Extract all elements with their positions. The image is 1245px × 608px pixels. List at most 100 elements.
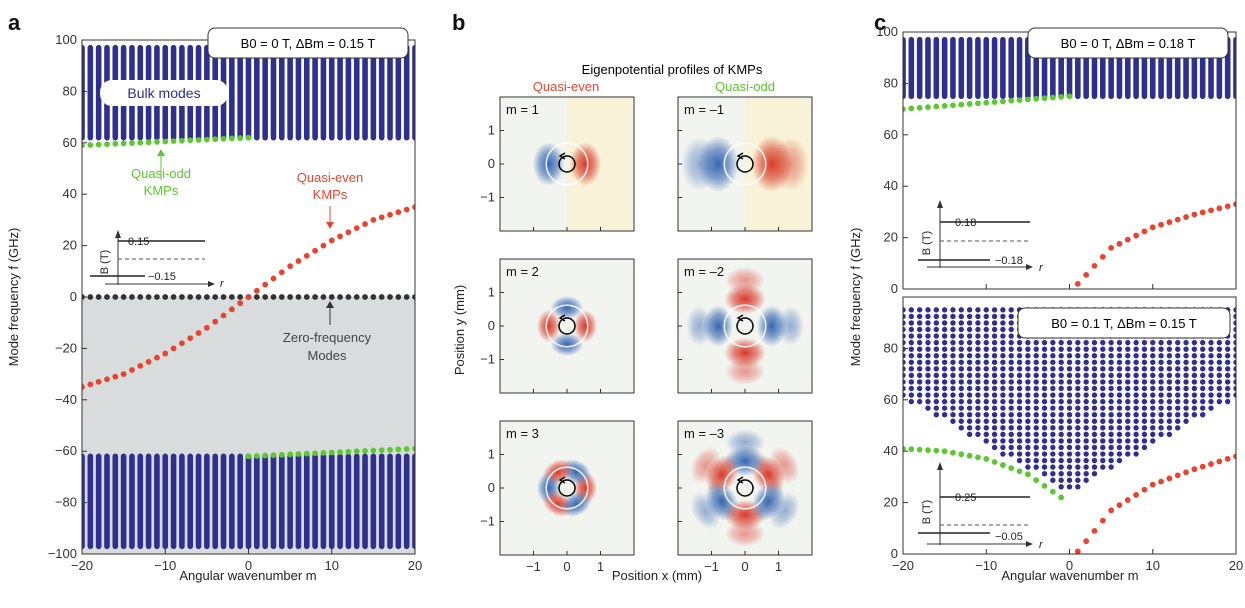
bulk-mode-point (925, 372, 931, 379)
inset-ct-hi: 0.18 (955, 217, 976, 229)
bulk-mode-point (1224, 359, 1231, 365)
panel-a-y-label: Mode frequency f (GHz) (6, 228, 21, 367)
zero-frequency-mode (403, 294, 410, 300)
bulk-mode-point (1091, 359, 1098, 365)
panel-c-x-label: Angular wavenumber m (1001, 568, 1138, 583)
eigenpotential-map: m = 2 −1 0 1 (480, 258, 635, 394)
bulk-mode-point (1050, 451, 1056, 457)
bulk-mode-point (1175, 405, 1181, 411)
bulk-mode-point (908, 307, 915, 313)
panel-c-bottom-marks (903, 307, 1236, 554)
quasi-even-kmp (1224, 203, 1231, 210)
panel-b-y-label: Position y (mm) (452, 285, 467, 375)
bulk-mode-point (966, 313, 973, 320)
bulk-mode-point (1016, 366, 1023, 372)
bulk-mode-point (1116, 385, 1123, 392)
bulk-mode-point (1000, 412, 1006, 418)
bulk-mode-point (933, 333, 939, 339)
bulk-mode-point (933, 326, 939, 333)
bulk-mode-point (1041, 366, 1048, 372)
quasi-odd-kmp (950, 102, 956, 109)
bulk-mode-point (1066, 379, 1073, 385)
bulk-mode-point (1141, 431, 1148, 438)
bulk-mode-point (1175, 353, 1181, 359)
bulk-mode-point (1108, 359, 1114, 365)
bulk-mode-point (908, 398, 915, 405)
bulk-mode-point (916, 392, 923, 398)
bulk-mode-point (1100, 379, 1106, 385)
bulk-mode-point (1100, 464, 1106, 470)
bulk-mode-point (933, 359, 939, 365)
bulk-mode-point (958, 346, 964, 352)
quasi-odd-kmp (975, 100, 981, 107)
bulk-mode-point (991, 320, 998, 326)
bulk-mode-point (1008, 339, 1014, 346)
quasi-even-kmp (1216, 205, 1223, 212)
quasi-odd-kmp (1033, 477, 1040, 484)
map-lobe (532, 142, 565, 186)
quasi-even-kmp (1208, 207, 1214, 214)
bulk-mode-point (983, 320, 989, 326)
bulk-mode-point (950, 385, 956, 392)
quasi-even-kmp (1116, 240, 1123, 247)
panel-c-top-inset: 0.18 −0.18 B (T) r (918, 200, 1044, 274)
bulk-mode-point (1083, 418, 1089, 424)
bulk-mode-point (1041, 425, 1048, 431)
quasi-odd-kmp (370, 447, 377, 454)
bulk-mode-point (908, 339, 915, 346)
zero-frequency-mode (345, 294, 352, 300)
bulk-mode-point (966, 425, 973, 431)
bulk-mode-point (1000, 405, 1006, 411)
bulk-mode-point (1000, 379, 1006, 385)
bulk-mode-point (1224, 366, 1231, 372)
bulk-mode-point (983, 307, 989, 313)
bulk-mode-point (1108, 418, 1114, 424)
map-y-tick-label: −1 (480, 352, 495, 367)
bulk-mode-point (1191, 412, 1198, 418)
bulk-mode-point (1033, 438, 1039, 444)
bulk-mode-point (903, 366, 906, 372)
quasi-odd-kmp (278, 451, 285, 458)
quasi-odd-kmp (137, 139, 144, 146)
inset-a-hi: 0.15 (128, 236, 149, 248)
quasi-odd-kmp (129, 140, 135, 146)
bulk-mode-point (1158, 346, 1164, 352)
bulk-mode-point (1200, 385, 1206, 392)
panel-c-bottom-legend: B0 = 0.1 T, ΔBm = 0.15 T (1051, 316, 1197, 331)
bulk-mode-point (966, 359, 973, 365)
bulk-mode-point (1041, 451, 1048, 457)
bulk-mode-point (1166, 385, 1173, 392)
rotation-icon (558, 155, 576, 173)
bulk-mode-point (958, 326, 964, 333)
bulk-mode-point (1000, 339, 1006, 346)
bulk-mode-point (1200, 353, 1206, 359)
bulk-mode-point (1058, 353, 1064, 359)
bulk-mode-point (1133, 379, 1139, 385)
zero-frequency-mode (228, 294, 235, 300)
zero-frequency-mode (387, 294, 393, 300)
bulk-mode-point (1166, 425, 1173, 431)
quasi-odd-kmp (82, 142, 85, 149)
bulk-mode-point (950, 418, 956, 424)
bulk-mode-point (1025, 405, 1031, 411)
quasi-even-kmp (1233, 453, 1236, 460)
bulk-mode-point (1166, 398, 1173, 405)
bulk-mode-point (1008, 405, 1014, 411)
quasi-odd-kmp (1041, 95, 1048, 102)
bulk-mode-point (941, 326, 948, 333)
bulk-mode-point (1008, 379, 1014, 385)
quasi-odd-kmp (1008, 97, 1015, 104)
bulk-mode-point (1033, 339, 1039, 346)
bulk-mode-point (1158, 339, 1164, 346)
bulk-mode-point (1141, 444, 1148, 451)
bulk-mode-point (991, 385, 998, 392)
bulk-mode-point (1116, 438, 1123, 444)
bulk-mode-point (903, 307, 906, 313)
eigenpotential-map: m = 1 −1 0 1 (480, 96, 635, 232)
bulk-mode-point (1216, 398, 1223, 405)
bulk-mode-point (1216, 366, 1223, 372)
bulk-mode-point (1141, 425, 1148, 431)
bulk-mode-point (941, 320, 948, 326)
bulk-mode-point (925, 313, 931, 320)
bulk-mode-point (1075, 359, 1081, 365)
